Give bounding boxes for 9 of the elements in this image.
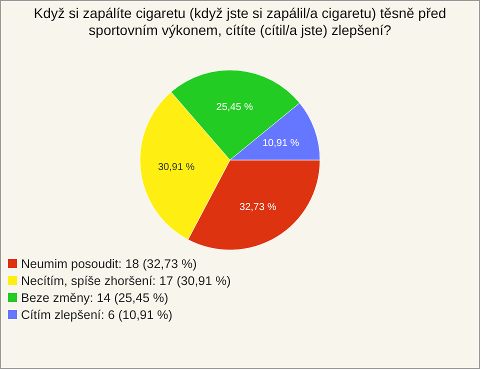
data-label: 10,91 %: [262, 138, 300, 149]
data-label: 25,45 %: [216, 102, 254, 114]
legend-label: Beze změny: 14 (25,45 %): [21, 291, 168, 305]
data-label: 30,91 %: [158, 162, 195, 174]
legend-label: Cítím zlepšení: 6 (10,91 %): [21, 308, 172, 322]
data-label: 32,73 %: [240, 202, 276, 214]
legend-label: Necítím, spíše zhoršení: 17 (30,91 %): [21, 274, 231, 288]
chart-title: Když si zapálíte cigaretu (když jste si zapálil/a cigaretu) těsně před sportovním výkonem, cítíte (cítil/a jste) zlepšení?: [34, 5, 446, 38]
legend-label: Neumim posoudit: 18 (32,73 %): [21, 257, 197, 271]
